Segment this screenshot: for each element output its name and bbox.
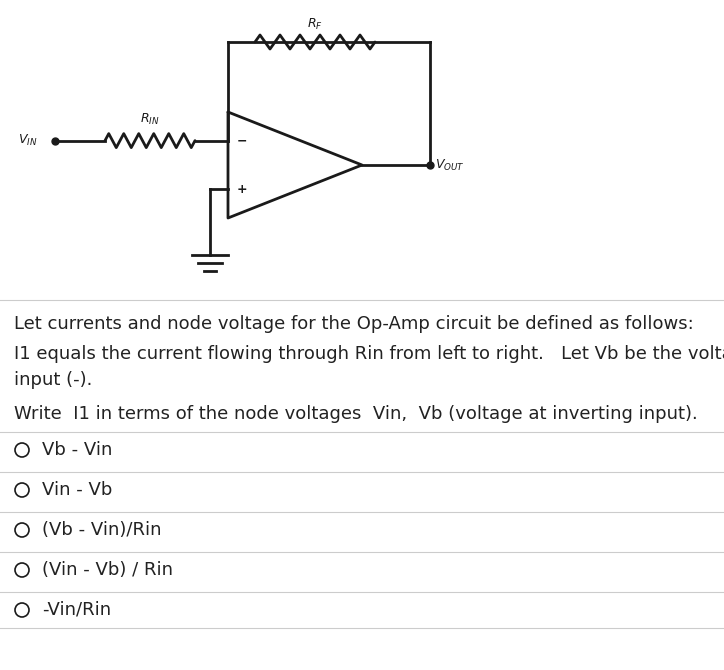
Text: I1 equals the current flowing through Rin from left to right.   Let Vb be the vo: I1 equals the current flowing through Ri… — [14, 345, 724, 389]
Text: $R_{IN}$: $R_{IN}$ — [140, 111, 160, 127]
Text: (Vb - Vin)/Rin: (Vb - Vin)/Rin — [42, 521, 161, 539]
Text: Vin - Vb: Vin - Vb — [42, 481, 112, 499]
Text: +: + — [237, 183, 248, 196]
Text: Let currents and node voltage for the Op-Amp circuit be defined as follows:: Let currents and node voltage for the Op… — [14, 315, 694, 333]
Text: (Vin - Vb) / Rin: (Vin - Vb) / Rin — [42, 561, 173, 579]
Text: $V_{IN}$: $V_{IN}$ — [17, 133, 37, 148]
Text: $V_{OUT}$: $V_{OUT}$ — [435, 157, 465, 173]
Text: -Vin/Rin: -Vin/Rin — [42, 601, 111, 619]
Text: Vb - Vin: Vb - Vin — [42, 441, 112, 459]
Text: $R_{F}$: $R_{F}$ — [307, 17, 323, 32]
Text: Write  I1 in terms of the node voltages  Vin,  Vb (voltage at inverting input).: Write I1 in terms of the node voltages V… — [14, 405, 698, 423]
Text: −: − — [237, 134, 248, 147]
